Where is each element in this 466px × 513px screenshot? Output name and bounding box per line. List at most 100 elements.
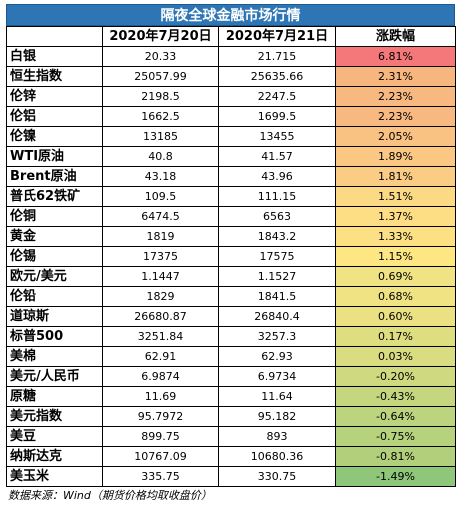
row-name: 道琼斯 bbox=[6, 306, 103, 327]
table-row: 黄金 1819 1843.2 1.33% bbox=[6, 226, 456, 247]
row-value-day2: 893 bbox=[218, 426, 336, 447]
row-change: 1.81% bbox=[335, 166, 456, 187]
row-value-day2: 2247.5 bbox=[218, 86, 336, 107]
row-change: 1.51% bbox=[335, 186, 456, 207]
row-change: 2.05% bbox=[335, 126, 456, 147]
row-value-day1: 13185 bbox=[102, 126, 219, 147]
row-value-day1: 11.69 bbox=[102, 386, 219, 407]
row-change: 0.69% bbox=[335, 266, 456, 287]
row-name: 普氏62铁矿 bbox=[6, 186, 103, 207]
row-change: 1.37% bbox=[335, 206, 456, 227]
row-change: -0.75% bbox=[335, 426, 456, 447]
row-value-day1: 62.91 bbox=[102, 346, 219, 367]
table-row: 标普500 3251.84 3257.3 0.17% bbox=[6, 326, 456, 347]
row-change: 1.33% bbox=[335, 226, 456, 247]
table-row: 伦锡 17375 17575 1.15% bbox=[6, 246, 456, 267]
table-row: 美元指数 95.7972 95.182 -0.64% bbox=[6, 406, 456, 427]
row-value-day1: 1829 bbox=[102, 286, 219, 307]
row-name: 美棉 bbox=[6, 346, 103, 367]
table-row: 美元/人民币 6.9874 6.9734 -0.20% bbox=[6, 366, 456, 387]
row-name: 标普500 bbox=[6, 326, 103, 347]
row-value-day2: 1843.2 bbox=[218, 226, 336, 247]
row-value-day2: 330.75 bbox=[218, 466, 336, 487]
row-value-day2: 43.96 bbox=[218, 166, 336, 187]
row-change: 2.23% bbox=[335, 106, 456, 127]
table-row: 原糖 11.69 11.64 -0.43% bbox=[6, 386, 456, 407]
row-value-day1: 335.75 bbox=[102, 466, 219, 487]
table-row: 美豆 899.75 893 -0.75% bbox=[6, 426, 456, 447]
row-name: 美元指数 bbox=[6, 406, 103, 427]
table-row: WTI原油 40.8 41.57 1.89% bbox=[6, 146, 456, 167]
row-name: WTI原油 bbox=[6, 146, 103, 167]
table-row: 道琼斯 26680.87 26840.4 0.60% bbox=[6, 306, 456, 327]
row-value-day2: 1841.5 bbox=[218, 286, 336, 307]
row-value-day1: 1662.5 bbox=[102, 106, 219, 127]
row-name: 伦铜 bbox=[6, 206, 103, 227]
row-value-day1: 17375 bbox=[102, 246, 219, 267]
row-name: 伦锌 bbox=[6, 86, 103, 107]
row-value-day1: 109.5 bbox=[102, 186, 219, 207]
row-value-day2: 11.64 bbox=[218, 386, 336, 407]
table-row: 伦铜 6474.5 6563 1.37% bbox=[6, 206, 456, 227]
row-change: -0.81% bbox=[335, 446, 456, 467]
row-value-day1: 95.7972 bbox=[102, 406, 219, 427]
row-name: 欧元/美元 bbox=[6, 266, 103, 287]
row-value-day1: 6474.5 bbox=[102, 206, 219, 227]
row-change: -1.49% bbox=[335, 466, 456, 487]
row-name: Brent原油 bbox=[6, 166, 103, 187]
table-title: 隔夜全球金融市场行情 bbox=[6, 4, 455, 26]
table-row: 白银 20.33 21.715 6.81% bbox=[6, 46, 456, 67]
source-note: 数据来源：Wind（期货价格均取收盘价） bbox=[8, 489, 212, 502]
row-value-day1: 899.75 bbox=[102, 426, 219, 447]
row-change: 0.17% bbox=[335, 326, 456, 347]
row-value-day2: 6.9734 bbox=[218, 366, 336, 387]
row-value-day2: 3257.3 bbox=[218, 326, 336, 347]
row-value-day1: 2198.5 bbox=[102, 86, 219, 107]
row-change: 1.15% bbox=[335, 246, 456, 267]
row-name: 原糖 bbox=[6, 386, 103, 407]
table-row: 伦铅 1829 1841.5 0.68% bbox=[6, 286, 456, 307]
header-date-2: 2020年7月21日 bbox=[218, 26, 336, 47]
row-value-day1: 43.18 bbox=[102, 166, 219, 187]
row-change: -0.64% bbox=[335, 406, 456, 427]
row-name: 美元/人民币 bbox=[6, 366, 103, 387]
market-table-sheet: 隔夜全球金融市场行情 2020年7月20日 2020年7月21日 涨跌幅 白银 2… bbox=[6, 4, 456, 504]
header-name bbox=[6, 26, 103, 47]
row-change: 2.31% bbox=[335, 66, 456, 87]
row-name: 伦镍 bbox=[6, 126, 103, 147]
row-name: 伦铝 bbox=[6, 106, 103, 127]
row-value-day2: 17575 bbox=[218, 246, 336, 267]
row-value-day1: 40.8 bbox=[102, 146, 219, 167]
row-change: 6.81% bbox=[335, 46, 456, 67]
table-row: 普氏62铁矿 109.5 111.15 1.51% bbox=[6, 186, 456, 207]
table-row: 伦锌 2198.5 2247.5 2.23% bbox=[6, 86, 456, 107]
row-value-day1: 25057.99 bbox=[102, 66, 219, 87]
row-name: 美玉米 bbox=[6, 466, 103, 487]
row-value-day2: 41.57 bbox=[218, 146, 336, 167]
row-value-day2: 111.15 bbox=[218, 186, 336, 207]
row-value-day2: 1.1527 bbox=[218, 266, 336, 287]
row-change: -0.43% bbox=[335, 386, 456, 407]
row-value-day2: 6563 bbox=[218, 206, 336, 227]
row-name: 伦铅 bbox=[6, 286, 103, 307]
row-name: 白银 bbox=[6, 46, 103, 67]
row-change: 1.89% bbox=[335, 146, 456, 167]
row-value-day2: 95.182 bbox=[218, 406, 336, 427]
row-value-day1: 3251.84 bbox=[102, 326, 219, 347]
table-row: 美玉米 335.75 330.75 -1.49% bbox=[6, 466, 456, 487]
row-name: 纳斯达克 bbox=[6, 446, 103, 467]
row-value-day1: 20.33 bbox=[102, 46, 219, 67]
table-row: 伦铝 1662.5 1699.5 2.23% bbox=[6, 106, 456, 127]
table-body: 白银 20.33 21.715 6.81% 恒生指数 25057.99 25635.66 2.… bbox=[6, 46, 456, 487]
row-value-day2: 26840.4 bbox=[218, 306, 336, 327]
row-value-day1: 1.1447 bbox=[102, 266, 219, 287]
market-table: 2020年7月20日 2020年7月21日 涨跌幅 白银 20.33 21.715 6… bbox=[6, 26, 456, 487]
row-change: 0.03% bbox=[335, 346, 456, 367]
row-value-day2: 1699.5 bbox=[218, 106, 336, 127]
header-date-1: 2020年7月20日 bbox=[102, 26, 219, 47]
row-name: 美豆 bbox=[6, 426, 103, 447]
row-value-day1: 6.9874 bbox=[102, 366, 219, 387]
row-value-day1: 1819 bbox=[102, 226, 219, 247]
table-row: 恒生指数 25057.99 25635.66 2.31% bbox=[6, 66, 456, 87]
row-name: 黄金 bbox=[6, 226, 103, 247]
